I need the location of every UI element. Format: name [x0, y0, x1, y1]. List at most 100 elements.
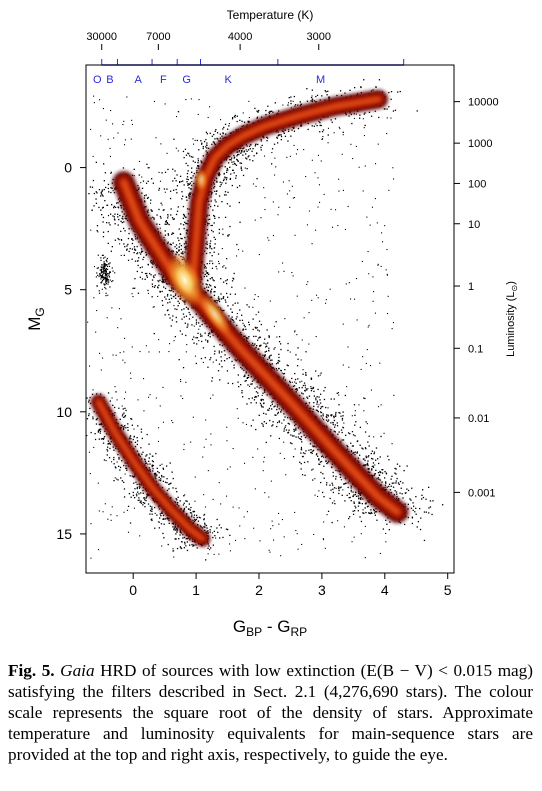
star-point [320, 411, 323, 414]
star-point [338, 394, 340, 396]
star-point [357, 495, 359, 497]
star-point [343, 483, 345, 485]
star-point [292, 100, 294, 102]
star-point [278, 206, 280, 208]
star-point [320, 124, 322, 127]
star-point [208, 273, 210, 276]
star-point [215, 299, 217, 302]
star-point [102, 442, 105, 444]
star-point [274, 414, 276, 416]
star-point [186, 172, 189, 175]
star-point [260, 399, 262, 402]
star-point [112, 446, 114, 448]
star-point [442, 504, 444, 506]
star-point [185, 242, 188, 245]
star-point [161, 474, 163, 477]
star-point [147, 289, 149, 292]
star-point [205, 524, 208, 527]
star-point [205, 138, 207, 141]
star-point [415, 513, 417, 515]
star-point [207, 280, 209, 282]
star-point [354, 87, 356, 89]
star-point [432, 500, 434, 502]
star-point [213, 187, 215, 189]
star-point [201, 335, 203, 337]
star-point [120, 220, 122, 222]
star-point [124, 139, 126, 141]
star-point [295, 427, 297, 429]
star-point [212, 544, 214, 546]
star-point [211, 229, 213, 232]
star-point [159, 232, 162, 234]
star-point [317, 449, 319, 451]
star-point [113, 463, 115, 465]
star-point [232, 117, 234, 119]
star-point [160, 512, 163, 514]
star-point [132, 491, 134, 494]
star-point [253, 335, 255, 338]
star-point [355, 507, 357, 509]
star-point [213, 215, 216, 217]
star-point [320, 411, 322, 413]
star-point [193, 516, 195, 519]
star-point [371, 465, 373, 467]
star-point [242, 250, 244, 252]
star-point [235, 175, 237, 177]
star-point [312, 408, 314, 410]
star-point [255, 396, 258, 398]
star-point [176, 547, 179, 550]
star-point [415, 496, 417, 498]
star-point [336, 425, 339, 427]
star-point [172, 218, 174, 220]
star-point [315, 370, 317, 372]
star-point [134, 278, 136, 280]
star-point [100, 369, 102, 371]
star-point [192, 160, 194, 162]
star-point [111, 204, 113, 206]
star-point [136, 483, 138, 486]
star-point [198, 328, 200, 330]
star-point [212, 262, 214, 265]
star-point [156, 223, 158, 225]
star-point [185, 315, 188, 317]
star-point [407, 508, 409, 510]
star-point [369, 224, 371, 226]
star-point [197, 332, 199, 334]
star-point [182, 180, 184, 182]
star-point [371, 468, 373, 470]
star-point [113, 458, 115, 461]
star-point [113, 456, 115, 459]
star-point [326, 462, 328, 465]
star-point [114, 466, 116, 468]
star-point [308, 402, 311, 404]
star-point [327, 415, 329, 417]
star-point [338, 126, 340, 128]
star-point [320, 460, 323, 463]
star-point [283, 458, 285, 460]
star-point [182, 195, 184, 197]
star-point [189, 509, 191, 511]
star-point [159, 464, 161, 467]
star-point [229, 225, 231, 228]
star-point [138, 493, 140, 495]
star-point [207, 547, 209, 549]
star-point [172, 180, 174, 182]
star-point [312, 445, 314, 447]
star-point [273, 348, 275, 350]
star-point [196, 514, 198, 517]
star-point [177, 237, 179, 239]
star-point [117, 202, 119, 204]
star-point [188, 193, 190, 195]
star-point [158, 527, 160, 529]
star-point [396, 463, 399, 465]
star-point [352, 495, 354, 497]
star-point [376, 478, 378, 480]
star-point [164, 287, 167, 290]
star-point [93, 411, 95, 413]
star-point [167, 223, 169, 225]
star-point [155, 477, 157, 480]
star-point [137, 264, 139, 267]
star-point [386, 486, 388, 488]
star-point [136, 253, 138, 255]
star-point [176, 116, 178, 118]
